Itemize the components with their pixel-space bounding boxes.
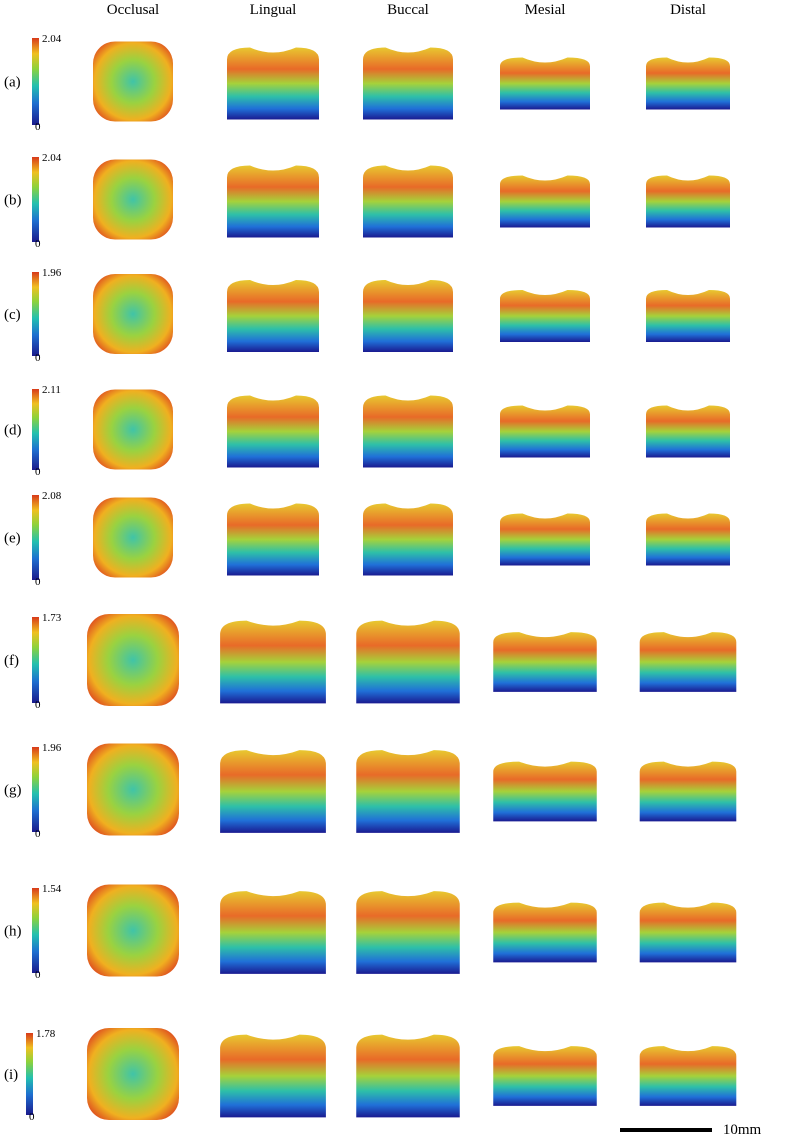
occlusal-view bbox=[93, 497, 173, 578]
side-view bbox=[493, 1046, 597, 1106]
row-label: (g) bbox=[4, 783, 22, 799]
side-view bbox=[639, 902, 737, 963]
colorbar bbox=[32, 157, 39, 242]
colorbar bbox=[32, 617, 39, 703]
occlusal-view bbox=[87, 614, 179, 706]
colorbar-max: 2.04 bbox=[42, 33, 62, 45]
side-view bbox=[227, 503, 319, 576]
side-view bbox=[639, 632, 737, 692]
colorbar-min: 0 bbox=[29, 1111, 35, 1123]
colorbar-min: 0 bbox=[35, 699, 41, 711]
occlusal-view bbox=[93, 159, 173, 240]
colorbar bbox=[32, 888, 39, 973]
colorbar-max: 1.73 bbox=[42, 612, 62, 624]
side-view bbox=[500, 57, 590, 110]
occlusal-view bbox=[93, 389, 173, 470]
colorbar bbox=[32, 389, 39, 470]
side-view bbox=[363, 280, 453, 352]
side-view bbox=[220, 750, 326, 833]
side-view bbox=[500, 513, 590, 566]
colorbar-min: 0 bbox=[35, 121, 41, 133]
side-view bbox=[220, 1034, 326, 1118]
scale-bar-label: 10mm bbox=[723, 1122, 762, 1136]
side-view bbox=[493, 632, 597, 692]
colorbar bbox=[26, 1033, 33, 1115]
row-label: (i) bbox=[4, 1067, 18, 1083]
occlusal-view bbox=[93, 274, 173, 354]
occlusal-view bbox=[87, 743, 179, 836]
side-view bbox=[363, 503, 453, 576]
colorbar bbox=[32, 38, 39, 125]
side-view bbox=[646, 290, 730, 342]
side-view bbox=[646, 513, 730, 566]
colorbar bbox=[32, 272, 39, 356]
side-view bbox=[646, 57, 730, 110]
side-view bbox=[500, 405, 590, 458]
side-view bbox=[363, 395, 453, 468]
column-header: Mesial bbox=[525, 2, 566, 18]
colorbar-max: 2.04 bbox=[42, 152, 62, 164]
side-view bbox=[356, 891, 460, 974]
side-view bbox=[500, 290, 590, 342]
side-view bbox=[356, 750, 460, 833]
side-view bbox=[220, 620, 326, 704]
colorbar-max: 1.78 bbox=[36, 1028, 56, 1040]
side-view bbox=[363, 47, 453, 120]
occlusal-view bbox=[87, 1028, 179, 1120]
side-view bbox=[493, 902, 597, 963]
side-view bbox=[227, 165, 319, 238]
side-view bbox=[220, 891, 326, 974]
row-label: (h) bbox=[4, 924, 22, 940]
side-view bbox=[646, 175, 730, 228]
row-label: (e) bbox=[4, 531, 21, 547]
row-label: (c) bbox=[4, 307, 21, 323]
occlusal-view bbox=[87, 884, 179, 977]
column-header: Occlusal bbox=[107, 2, 159, 18]
colorbar bbox=[32, 747, 39, 832]
colorbar bbox=[32, 495, 39, 580]
row-label: (d) bbox=[4, 423, 22, 439]
column-headers: Occlusal Lingual Buccal Mesial Distal bbox=[107, 2, 706, 18]
row-label: (b) bbox=[4, 193, 22, 209]
side-view bbox=[493, 761, 597, 822]
row-label: (a) bbox=[4, 75, 21, 91]
colorbar-max: 2.11 bbox=[42, 384, 61, 396]
side-view bbox=[500, 175, 590, 228]
colorbar-min: 0 bbox=[35, 466, 41, 478]
side-view bbox=[227, 395, 319, 468]
colorbar-min: 0 bbox=[35, 576, 41, 588]
colorbar-min: 0 bbox=[35, 238, 41, 250]
column-header: Buccal bbox=[387, 2, 429, 18]
side-view bbox=[227, 280, 319, 352]
side-view bbox=[227, 47, 319, 120]
colorbar-min: 0 bbox=[35, 828, 41, 840]
column-header: Lingual bbox=[250, 2, 297, 18]
side-view bbox=[356, 620, 460, 704]
colorbar-min: 0 bbox=[35, 352, 41, 364]
side-view bbox=[639, 1046, 737, 1106]
colorbar-max: 2.08 bbox=[42, 490, 62, 502]
row-label: (f) bbox=[4, 653, 19, 669]
column-header: Distal bbox=[670, 2, 706, 18]
side-view bbox=[639, 761, 737, 822]
colorbar-max: 1.54 bbox=[42, 883, 62, 895]
colorbar-max: 1.96 bbox=[42, 742, 62, 754]
side-view bbox=[363, 165, 453, 238]
side-view bbox=[356, 1034, 460, 1118]
colorbar-max: 1.96 bbox=[42, 267, 62, 279]
occlusal-view bbox=[93, 41, 173, 122]
side-view bbox=[646, 405, 730, 458]
colorbar-min: 0 bbox=[35, 969, 41, 981]
